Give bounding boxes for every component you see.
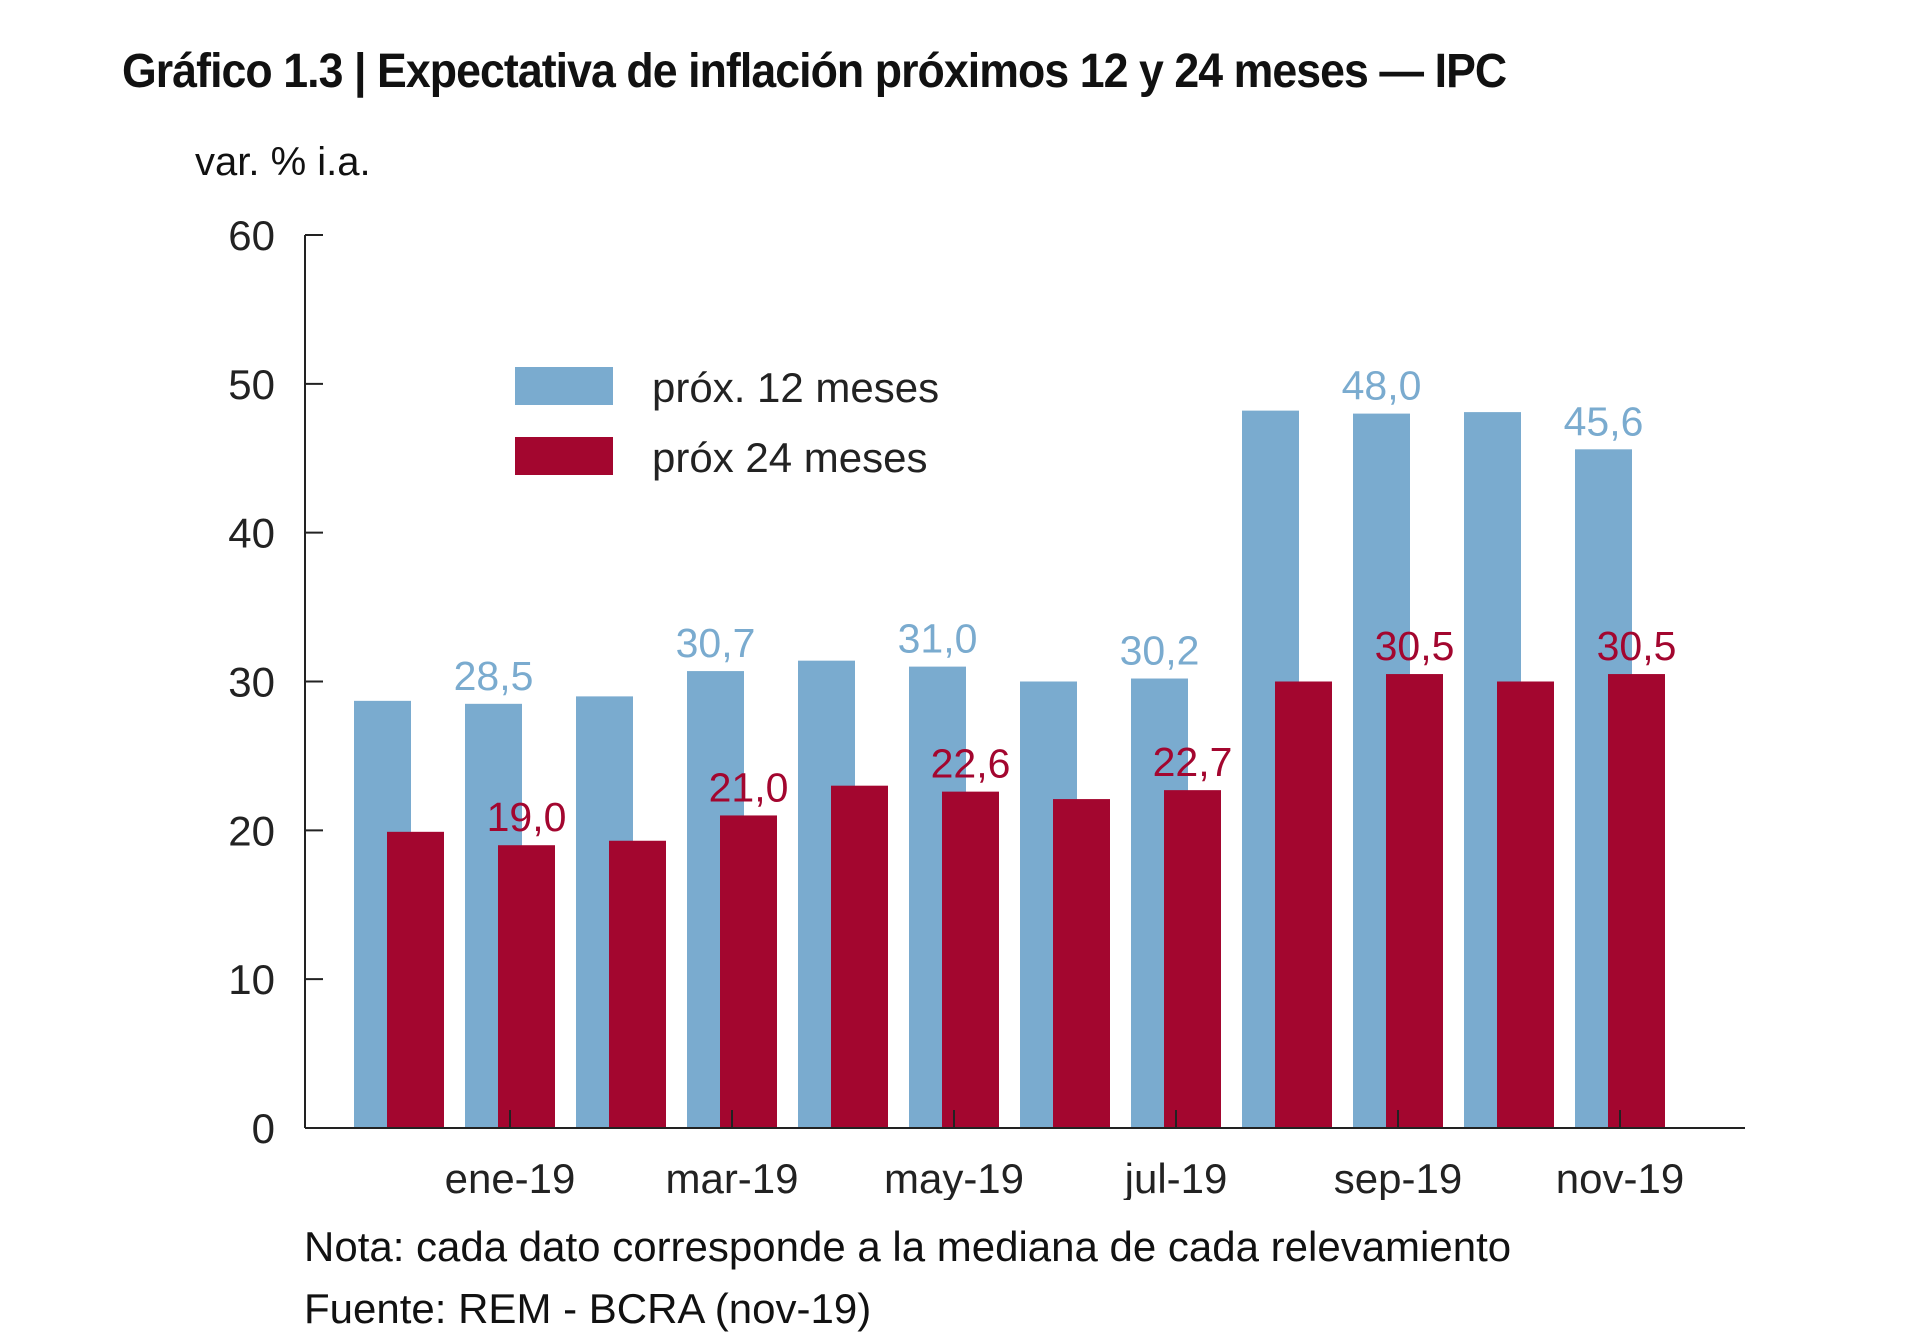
data-label-24-meses-jul-19: 22,7 <box>1153 739 1233 785</box>
data-label-24-meses-nov-19: 30,5 <box>1597 623 1677 669</box>
source-text: Fuente: REM - BCRA (nov-19) <box>304 1285 872 1332</box>
x-tick-label-nov-19: nov-19 <box>1556 1155 1684 1200</box>
bar-24-meses-oct-19 <box>1497 681 1554 1128</box>
data-label-12-meses-mar-19: 30,7 <box>676 620 756 666</box>
data-label-24-meses-may-19: 22,6 <box>931 741 1011 787</box>
data-label-24-meses-ene-19: 19,0 <box>487 794 567 840</box>
data-label-12-meses-nov-19: 45,6 <box>1564 398 1644 444</box>
bar-24-meses-dic-18 <box>387 831 444 1128</box>
footnotes: Nota: cada dato corresponde a la mediana… <box>304 1216 1511 1340</box>
x-tick-label-may-19: may-19 <box>884 1155 1024 1200</box>
y-tick-label-10: 10 <box>228 956 275 1003</box>
x-tick-label-jul-19: jul-19 <box>1123 1155 1228 1200</box>
y-tick-label-20: 20 <box>228 807 275 854</box>
legend-swatch-24-meses <box>515 437 613 475</box>
data-label-12-meses-ene-19: 28,5 <box>454 653 534 699</box>
legend-label-12-meses: próx. 12 meses <box>652 364 939 411</box>
data-label-12-meses-may-19: 31,0 <box>898 616 978 662</box>
bar-24-meses-sep-19 <box>1386 674 1443 1128</box>
legend-swatch-12-meses <box>515 367 613 405</box>
chart-title: Gráfico 1.3 | Expectativa de inflación p… <box>122 45 1507 98</box>
bar-chart: 0 10 20 30 40 50 60 ene-19 mar-19 may-19 jul-19 sep… <box>228 212 1745 1200</box>
legend-label-24-meses: próx 24 meses <box>652 434 927 481</box>
data-label-24-meses-sep-19: 30,5 <box>1375 623 1455 669</box>
data-label-24-meses-mar-19: 21,0 <box>709 764 789 810</box>
data-label-12-meses-sep-19: 48,0 <box>1342 363 1422 409</box>
bar-24-meses-jun-19 <box>1053 799 1110 1128</box>
x-tick-label-sep-19: sep-19 <box>1334 1155 1462 1200</box>
data-labels-group: 28,5 19,0 30,7 21,0 31,0 22,6 30,2 22,7 48,0 30,5… <box>454 363 1677 841</box>
bar-24-meses-may-19 <box>942 791 999 1128</box>
bar-24-meses-jul-19 <box>1164 790 1221 1128</box>
y-tick-label-60: 60 <box>228 212 275 259</box>
bar-24-meses-abr-19 <box>831 785 888 1128</box>
bars-group <box>354 410 1665 1129</box>
bar-24-meses-ene-19 <box>498 845 555 1128</box>
bar-24-meses-nov-19 <box>1608 674 1665 1128</box>
y-tick-label-40: 40 <box>228 510 275 557</box>
data-label-12-meses-jul-19: 30,2 <box>1120 628 1200 674</box>
legend: próx. 12 meses próx 24 meses <box>515 364 939 481</box>
bar-24-meses-feb-19 <box>609 840 666 1128</box>
x-tick-label-mar-19: mar-19 <box>665 1155 798 1200</box>
y-tick-label-30: 30 <box>228 659 275 706</box>
x-tick-label-ene-19: ene-19 <box>445 1155 576 1200</box>
y-tick-label-0: 0 <box>252 1105 275 1152</box>
bar-24-meses-ago-19 <box>1275 681 1332 1128</box>
bar-24-meses-mar-19 <box>720 815 777 1128</box>
y-axis-unit-label: var. % i.a. <box>195 140 371 184</box>
note-text: Nota: cada dato corresponde a la mediana… <box>304 1223 1512 1270</box>
axes-group: 0 10 20 30 40 50 60 ene-19 mar-19 may-19 jul-19 sep… <box>228 212 1745 1200</box>
y-tick-label-50: 50 <box>228 361 275 408</box>
